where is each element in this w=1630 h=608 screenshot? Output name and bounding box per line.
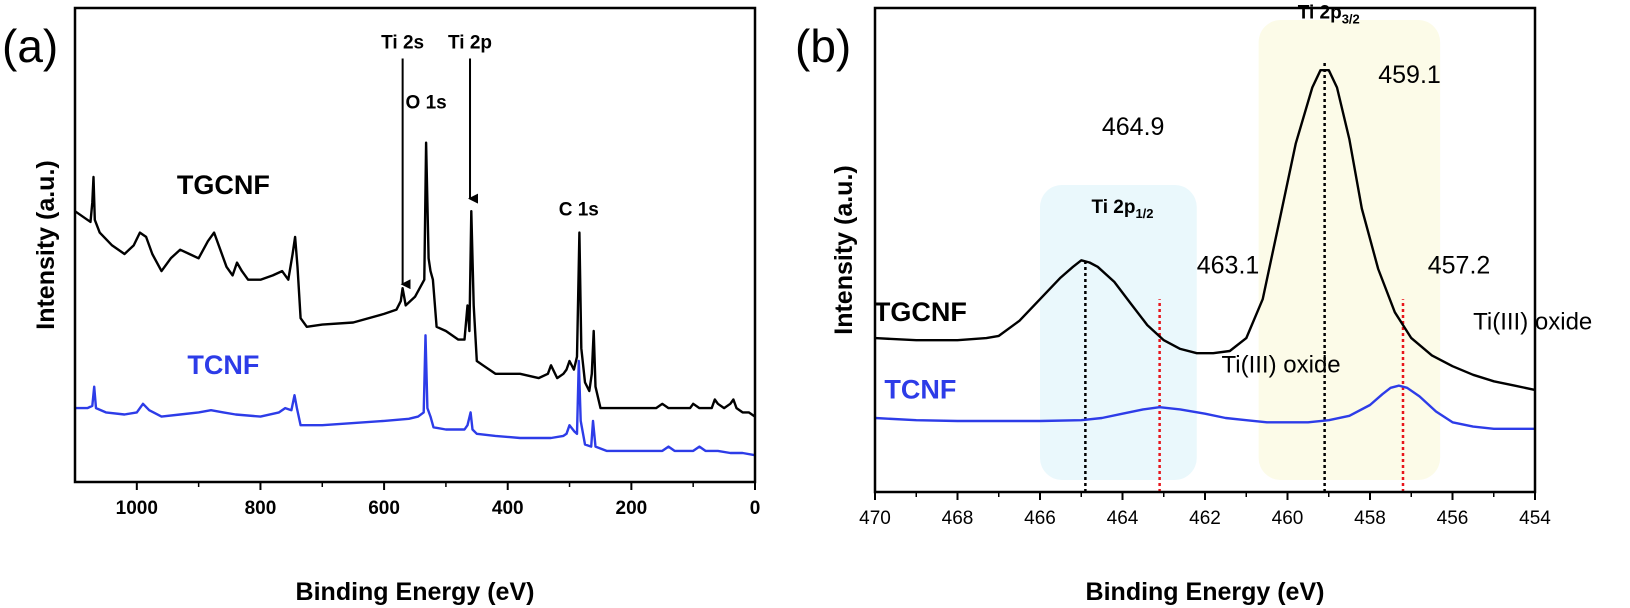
panel-b-peak-label: Ti 2p1/2	[1091, 197, 1153, 221]
panel-b-y-axis-title: Intensity (a.u.)	[830, 165, 858, 334]
panel-b-tick-label: 466	[1024, 508, 1056, 529]
panel-a-series-line-tcnf	[75, 334, 756, 457]
panel-a-y-axis-title: Intensity (a.u.)	[32, 160, 60, 329]
panel-b-peak-label-sub: 3/2	[1342, 11, 1360, 26]
panel-b-energy-annotation: 457.2	[1428, 251, 1491, 279]
panel-b-tick-label: 454	[1519, 508, 1551, 529]
panel-b-annotations: 464.9 459.1 463.1 457.2 Ti(III) oxide Ti(III)…	[1091, 2, 1592, 378]
panel-a-series-labels: TGCNF TCNF	[177, 170, 270, 380]
panel-b-highlight-region	[1040, 185, 1197, 480]
panel-b-oxide-annotation: Ti(III) oxide	[1222, 352, 1341, 379]
panel-b-tick-label: 464	[1107, 508, 1139, 529]
panel-b-label: (b)	[795, 20, 851, 72]
panel-b-peak-label-main: Ti 2p	[1091, 197, 1135, 218]
panel-b-series-line-tcnf	[874, 384, 1535, 430]
panel-a-series-label: TGCNF	[177, 170, 270, 200]
panel-a-series-label: TCNF	[187, 350, 259, 380]
panel-b-peak-label: Ti 2p3/2	[1298, 2, 1360, 26]
panel-a-frame	[73, 6, 757, 484]
panel-b-energy-annotation: 459.1	[1378, 61, 1441, 89]
panel-a-series-line-tgcnf	[74, 141, 756, 418]
panel-a-annotations: Ti 2s Ti 2p O 1s C 1s	[381, 33, 599, 290]
panel-b-tick-label: 456	[1437, 508, 1469, 529]
panel-b-tick-label: 460	[1272, 508, 1304, 529]
panel-b-background	[1040, 20, 1441, 480]
panel-a-x-ticks: 1000 800 600 400 200 0	[116, 482, 761, 519]
panel-a-tick-label: 1000	[116, 498, 158, 519]
panel-b-series-labels: TGCNF TCNF	[874, 297, 967, 405]
panel-a-peak-annotation: C 1s	[559, 199, 599, 220]
panel-b-highlight-region	[1258, 20, 1441, 480]
panel-a-peak-annotation: O 1s	[406, 92, 447, 113]
panel-b-energy-annotation: 463.1	[1197, 251, 1260, 279]
panel-b-series-line-tgcnf	[874, 69, 1536, 392]
panel-b-tick-label: 468	[942, 508, 974, 529]
panel-a-label: (a)	[2, 20, 58, 72]
panel-a-peak-annotation: Ti 2s	[381, 33, 424, 54]
panel-a-peak-annotation: Ti 2p	[448, 33, 492, 54]
panel-a-series	[74, 141, 756, 457]
panel-b-series-label: TCNF	[884, 375, 956, 405]
panel-b-x-axis-title: Binding Energy (eV)	[1086, 578, 1325, 606]
panel-b-x-ticks: 470 468 466 464 462 460 458 456 454	[859, 492, 1551, 529]
panel-b-series	[874, 69, 1536, 430]
panel-a-tick-label: 400	[492, 498, 524, 519]
panel-a-tick-label: 0	[750, 498, 761, 519]
panel-b-tick-label: 458	[1354, 508, 1386, 529]
panel-b-tick-label: 462	[1189, 508, 1221, 529]
panel-b-series-label: TGCNF	[874, 297, 967, 327]
panel-b-peak-label-sub: 1/2	[1135, 206, 1153, 221]
panel-a-tick-label: 600	[368, 498, 400, 519]
panel-b-peak-label-main: Ti 2p	[1298, 2, 1342, 23]
panel-a-tick-label: 200	[616, 498, 648, 519]
panel-b-oxide-annotation: Ti(III) oxide	[1473, 308, 1592, 335]
panel-b-energy-annotation: 464.9	[1102, 113, 1165, 141]
panel-a-x-axis-title: Binding Energy (eV)	[296, 578, 535, 606]
panel-b-tick-label: 470	[859, 508, 891, 529]
panel-a-tick-label: 800	[245, 498, 277, 519]
panel-b-guide-lines	[1084, 61, 1405, 492]
